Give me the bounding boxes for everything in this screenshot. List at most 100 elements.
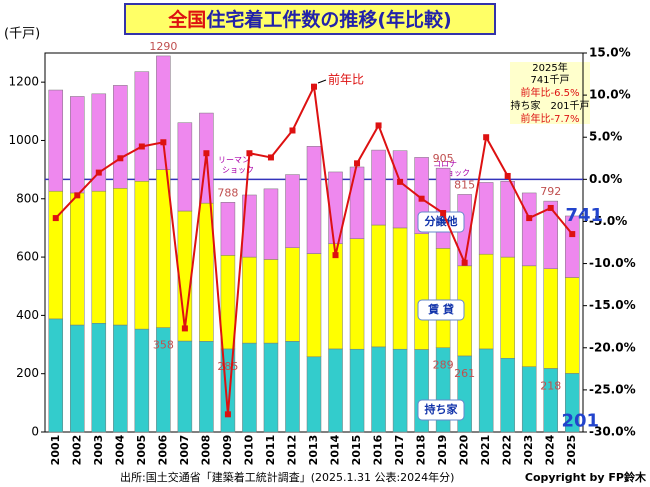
y-tick-label: 1200	[8, 75, 39, 89]
total-label: 905	[433, 152, 454, 165]
line-point	[224, 411, 231, 418]
bar-segment	[199, 341, 214, 433]
bar-segment	[242, 256, 257, 344]
bar-segment	[328, 348, 343, 433]
bar-segment	[285, 174, 300, 248]
line-point	[461, 259, 468, 266]
x-tick-label: 2017	[393, 435, 406, 466]
bar-segment	[220, 255, 236, 350]
value-label: 358	[153, 339, 174, 352]
y2-tick-label: -5.0%	[589, 214, 627, 228]
y2-tick-label: 15.0%	[589, 46, 631, 60]
bar-segment	[435, 167, 451, 249]
annotation: ショック	[438, 169, 470, 178]
bar-segment	[521, 265, 537, 367]
bar-segment	[392, 150, 408, 229]
summary-box	[510, 62, 590, 124]
bar-segment	[328, 243, 343, 350]
bar-segment	[543, 200, 558, 269]
line-point	[267, 154, 274, 161]
source: 出所:国土交通省「建築着工統計調査」(2025.1.31 公表:2024年分)	[120, 470, 454, 484]
bar-segment	[48, 190, 64, 320]
line-point	[246, 150, 253, 157]
total-label: 788	[217, 186, 238, 199]
bar-segment	[543, 368, 558, 433]
bar-segment	[48, 318, 64, 433]
value-label: 285	[217, 360, 238, 373]
line-point	[52, 215, 59, 222]
bar-segment	[134, 71, 150, 182]
bar-segment	[113, 85, 128, 189]
bar-segment	[263, 342, 279, 433]
y-tick-label: 1000	[8, 133, 39, 147]
annotation: コロナ	[433, 160, 457, 169]
bar-segment	[70, 324, 85, 433]
bar-segment	[414, 233, 429, 350]
bar-segment	[349, 238, 365, 350]
y-tick-label: 800	[16, 191, 39, 205]
x-tick-label: 2014	[329, 434, 342, 465]
value-label: 289	[433, 359, 454, 372]
bar-segment	[91, 190, 107, 324]
x-tick-label: 2023	[522, 435, 535, 466]
bar-segment	[113, 188, 128, 326]
line-point	[354, 160, 361, 167]
y2-tick-label: -20.0%	[589, 340, 636, 354]
y2-tick-label: 5.0%	[589, 130, 622, 144]
line-point	[181, 325, 188, 332]
x-tick-label: 2016	[372, 434, 385, 465]
line-point	[138, 143, 145, 150]
value-label: 261	[454, 367, 475, 380]
line-point	[289, 127, 296, 134]
bar-segment	[371, 224, 386, 348]
y-axis-label: (千戸)	[4, 27, 40, 42]
x-tick-label: 2024	[544, 434, 557, 465]
bar-segment	[242, 342, 257, 433]
y-tick-label: 200	[16, 366, 39, 380]
summary: 持ち家 201千戸	[510, 99, 589, 112]
line-point	[397, 178, 404, 185]
bar-segment	[478, 253, 494, 350]
value-label: 218	[540, 379, 561, 392]
bar-segment	[91, 93, 107, 192]
title-part: 住宅着工件数の推移(年比較)	[206, 8, 451, 31]
bar-segment	[564, 277, 580, 374]
bar-segment	[263, 188, 279, 260]
x-tick-label: 2008	[199, 435, 212, 466]
bar-segment	[500, 357, 515, 433]
bar-segment	[478, 348, 494, 433]
x-tick-label: 2009	[221, 435, 234, 466]
bar-segment	[435, 248, 451, 348]
total-label: 741	[565, 205, 603, 226]
line-point	[311, 83, 317, 90]
x-tick-label: 2018	[415, 435, 428, 466]
copyright: Copyright by FP鈴木	[525, 470, 647, 484]
bar-segment	[70, 192, 85, 326]
y2-tick-label: -10.0%	[589, 256, 636, 270]
x-tick-label: 2006	[156, 434, 169, 465]
summary: 前年比-6.5%	[520, 86, 579, 99]
y-tick-label: 600	[16, 250, 39, 264]
x-tick-label: 2012	[285, 435, 298, 466]
legend-label: 賃 貸	[427, 302, 454, 316]
bar-segment	[263, 259, 279, 344]
bar-segment	[134, 181, 150, 330]
legend-box	[417, 299, 465, 321]
summary: 前年比-7.7%	[520, 112, 579, 125]
bar-segment	[478, 182, 494, 255]
title-part: 全国	[167, 8, 206, 31]
chart-title: 全国住宅着工件数の推移(年比較)	[167, 8, 451, 31]
line-point	[160, 139, 167, 146]
line-point	[526, 215, 533, 222]
total-label: 1290	[149, 40, 177, 53]
x-tick-label: 2007	[178, 435, 191, 466]
line-point	[418, 195, 425, 202]
bar-segment	[306, 356, 322, 433]
bar-segment	[349, 348, 365, 433]
total-label: 792	[540, 185, 561, 198]
line-point	[504, 172, 511, 179]
line-point	[117, 155, 124, 162]
line-point	[74, 192, 81, 199]
bar-segment	[543, 268, 558, 369]
